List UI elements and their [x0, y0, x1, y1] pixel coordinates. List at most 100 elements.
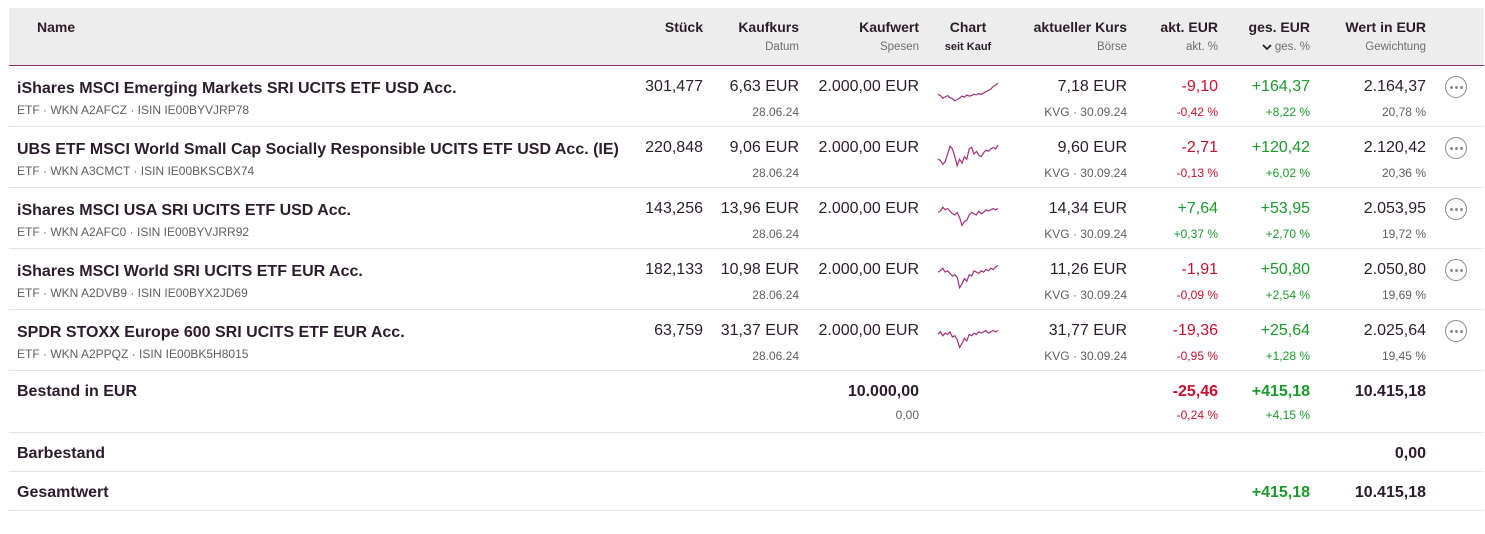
- header-name[interactable]: Name: [37, 19, 76, 35]
- position-ges-pct: +2,70 %: [1265, 227, 1310, 241]
- position-stueck: 301,477: [645, 78, 703, 95]
- position-kaufkurs: 13,96 EUR: [720, 200, 799, 217]
- position-gewichtung: 20,78 %: [1381, 105, 1426, 119]
- bestand-ges-pct: +4,15 %: [1265, 408, 1310, 422]
- position-stueck: 220,848: [645, 139, 703, 156]
- bestand-ges-eur: +415,18: [1251, 383, 1310, 400]
- position-aktueller-kurs: 31,77 EUR: [1048, 322, 1127, 339]
- header-ges-pct-label: ges. %: [1274, 41, 1310, 53]
- header-spesen[interactable]: Spesen: [879, 41, 919, 53]
- header-akt-pct[interactable]: akt. %: [1186, 41, 1218, 53]
- gesamtwert-row: Gesamtwert +415,18 10.415,18: [9, 472, 1484, 511]
- position-wert: 2.053,95: [1363, 200, 1426, 217]
- position-identifiers: ETF · WKN A2AFCZ · ISIN IE00BYVJRP78: [17, 103, 250, 117]
- position-akt-pct: -0,42 %: [1176, 105, 1218, 119]
- bestand-row: Bestand in EUR 10.000,00 0,00 -25,46 -0,…: [9, 371, 1484, 433]
- gesamtwert-wert: 10.415,18: [1354, 484, 1426, 501]
- position-datum: 28.06.24: [752, 349, 799, 363]
- position-datum: 28.06.24: [752, 288, 799, 302]
- position-kaufkurs: 6,63 EUR: [729, 78, 799, 95]
- sparkline-chart[interactable]: [937, 78, 999, 108]
- header-wert-eur[interactable]: Wert in EUR: [1345, 19, 1426, 35]
- header-datum[interactable]: Datum: [765, 41, 799, 53]
- position-boerse: KVG · 30.09.24: [1044, 166, 1127, 180]
- position-identifiers: ETF · WKN A2AFC0 · ISIN IE00BYVJRR92: [17, 225, 250, 239]
- position-kaufwert: 2.000,00 EUR: [818, 139, 919, 156]
- bestand-akt-eur: -25,46: [1172, 383, 1218, 400]
- sparkline-path: [937, 82, 999, 102]
- position-aktueller-kurs: 9,60 EUR: [1057, 139, 1127, 156]
- position-boerse: KVG · 30.09.24: [1044, 105, 1127, 119]
- position-datum: 28.06.24: [752, 166, 799, 180]
- sparkline-chart[interactable]: [937, 322, 999, 352]
- position-akt-eur: -19,36: [1172, 322, 1218, 339]
- header-chart: Chart: [949, 19, 987, 35]
- position-wert: 2.050,80: [1363, 261, 1426, 278]
- sparkline-chart[interactable]: [937, 200, 999, 230]
- position-akt-eur: -9,10: [1181, 78, 1218, 95]
- position-row[interactable]: UBS ETF MSCI World Small Cap Socially Re…: [9, 127, 1484, 188]
- sparkline-path: [937, 144, 999, 168]
- header-stueck[interactable]: Stück: [664, 19, 703, 35]
- more-horizontal-icon[interactable]: [1445, 198, 1467, 220]
- sparkline-chart[interactable]: [937, 139, 999, 169]
- header-akt-eur[interactable]: akt. EUR: [1160, 19, 1218, 35]
- barbestand-wert: 0,00: [1394, 445, 1426, 462]
- more-horizontal-icon[interactable]: [1445, 76, 1467, 98]
- sparkline-path: [937, 206, 999, 227]
- position-akt-eur: -2,71: [1181, 139, 1218, 156]
- position-akt-pct: -0,95 %: [1176, 349, 1218, 363]
- header-kaufwert[interactable]: Kaufwert: [859, 19, 919, 35]
- position-row[interactable]: iShares MSCI Emerging Markets SRI UCITS …: [9, 66, 1484, 127]
- position-boerse: KVG · 30.09.24: [1044, 288, 1127, 302]
- header-boerse[interactable]: Börse: [1096, 41, 1127, 53]
- position-name[interactable]: iShares MSCI World SRI UCITS ETF EUR Acc…: [17, 263, 363, 280]
- barbestand-row: Barbestand 0,00: [9, 433, 1484, 472]
- position-row[interactable]: iShares MSCI World SRI UCITS ETF EUR Acc…: [9, 249, 1484, 310]
- header-aktueller-kurs[interactable]: aktueller Kurs: [1033, 19, 1127, 35]
- position-ges-pct: +6,02 %: [1265, 166, 1310, 180]
- bestand-akt-pct: -0,24 %: [1176, 408, 1218, 422]
- header-kaufkurs[interactable]: Kaufkurs: [738, 19, 799, 35]
- bestand-wert: 10.415,18: [1354, 383, 1426, 400]
- position-identifiers: ETF · WKN A2PPQZ · ISIN IE00BK5H8015: [17, 347, 249, 361]
- header-ges-eur[interactable]: ges. EUR: [1248, 19, 1310, 35]
- position-akt-pct: -0,13 %: [1176, 166, 1218, 180]
- more-horizontal-icon[interactable]: [1445, 137, 1467, 159]
- position-gewichtung: 19,72 %: [1381, 227, 1426, 241]
- position-identifiers: ETF · WKN A3CMCT · ISIN IE00BKSCBX74: [17, 164, 255, 178]
- position-gewichtung: 19,45 %: [1381, 349, 1426, 363]
- position-wert: 2.025,64: [1363, 322, 1426, 339]
- position-identifiers: ETF · WKN A2DVB9 · ISIN IE00BYX2JD69: [17, 286, 248, 300]
- more-horizontal-icon[interactable]: [1445, 259, 1467, 281]
- position-ges-eur: +164,37: [1251, 78, 1310, 95]
- position-akt-pct: -0,09 %: [1176, 288, 1218, 302]
- position-kaufwert: 2.000,00 EUR: [818, 200, 919, 217]
- position-kaufwert: 2.000,00 EUR: [818, 261, 919, 278]
- position-row[interactable]: iShares MSCI USA SRI UCITS ETF USD Acc. …: [9, 188, 1484, 249]
- position-name[interactable]: SPDR STOXX Europe 600 SRI UCITS ETF EUR …: [17, 324, 405, 341]
- position-kaufwert: 2.000,00 EUR: [818, 78, 919, 95]
- position-name[interactable]: UBS ETF MSCI World Small Cap Socially Re…: [17, 141, 619, 158]
- chevron-down-icon: [1262, 44, 1272, 51]
- more-horizontal-icon[interactable]: [1445, 320, 1467, 342]
- portfolio-table: Name Stück Kaufkurs Datum Kaufwert Spese…: [9, 8, 1484, 511]
- position-datum: 28.06.24: [752, 105, 799, 119]
- position-ges-eur: +53,95: [1260, 200, 1310, 217]
- position-ges-eur: +120,42: [1251, 139, 1310, 156]
- position-name[interactable]: iShares MSCI USA SRI UCITS ETF USD Acc.: [17, 202, 351, 219]
- header-gewichtung[interactable]: Gewichtung: [1365, 41, 1426, 53]
- position-stueck: 143,256: [645, 200, 703, 217]
- position-ges-eur: +50,80: [1260, 261, 1310, 278]
- position-kaufwert: 2.000,00 EUR: [818, 322, 919, 339]
- position-boerse: KVG · 30.09.24: [1044, 227, 1127, 241]
- position-row[interactable]: SPDR STOXX Europe 600 SRI UCITS ETF EUR …: [9, 310, 1484, 371]
- header-ges-pct[interactable]: ges. %: [1262, 41, 1310, 53]
- position-aktueller-kurs: 7,18 EUR: [1057, 78, 1127, 95]
- sparkline-chart[interactable]: [937, 261, 999, 291]
- position-stueck: 63,759: [654, 322, 703, 339]
- position-gewichtung: 19,69 %: [1381, 288, 1426, 302]
- position-boerse: KVG · 30.09.24: [1044, 349, 1127, 363]
- table-header: Name Stück Kaufkurs Datum Kaufwert Spese…: [9, 8, 1484, 66]
- position-name[interactable]: iShares MSCI Emerging Markets SRI UCITS …: [17, 80, 457, 97]
